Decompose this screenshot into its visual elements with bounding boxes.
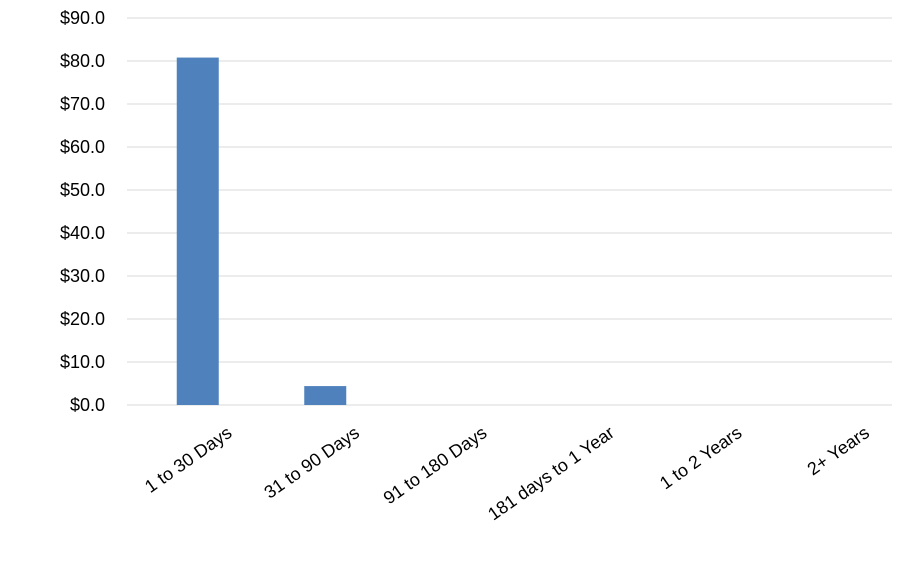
y-tick-label: $80.0 — [60, 51, 105, 71]
y-tick-label: $30.0 — [60, 266, 105, 286]
y-tick-label: $60.0 — [60, 137, 105, 157]
bars — [176, 57, 347, 406]
y-tick-label: $0.0 — [70, 395, 105, 415]
x-category-label: 31 to 90 Days — [260, 422, 362, 502]
y-tick-label: $40.0 — [60, 223, 105, 243]
bar — [176, 57, 219, 406]
x-category-label: 91 to 180 Days — [380, 422, 491, 508]
y-tick-label: $70.0 — [60, 94, 105, 114]
y-axis-tick-labels: $0.0 $10.0 $20.0 $30.0 $40.0 $50.0 $60.0 $70.0 $… — [60, 8, 105, 415]
bar — [304, 386, 347, 405]
x-category-label: 2+ Years — [804, 422, 873, 479]
x-category-label: 1 to 2 Years — [656, 422, 745, 493]
x-category-label: 1 to 30 Days — [141, 422, 235, 496]
x-category-label: 181 days to 1 Year — [484, 422, 618, 524]
gridlines — [127, 17, 892, 406]
y-tick-label: $10.0 — [60, 352, 105, 372]
y-tick-label: $20.0 — [60, 309, 105, 329]
y-tick-label: $90.0 — [60, 8, 105, 28]
y-tick-label: $50.0 — [60, 180, 105, 200]
x-axis-category-labels: 1 to 30 Days 31 to 90 Days 91 to 180 Days1… — [141, 422, 873, 524]
